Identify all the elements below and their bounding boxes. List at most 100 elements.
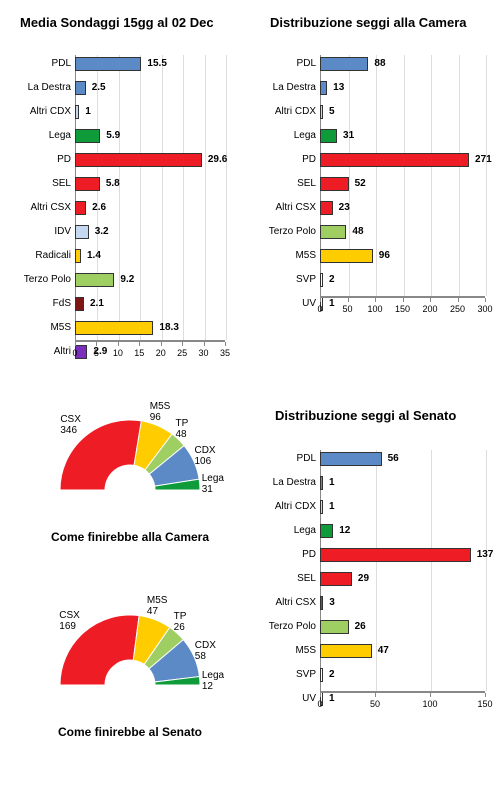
x-axis: 050100150200250300 [320, 297, 485, 298]
axis-tick-label: 200 [422, 304, 437, 314]
gauge-slice-label: Lega31 [202, 473, 224, 495]
bar-row: M5S47 [320, 642, 485, 664]
bar-value: 5.8 [106, 178, 120, 189]
bar-rect [320, 668, 323, 682]
bar-rect [320, 201, 333, 215]
axis-tick-label: 300 [477, 304, 492, 314]
bar-row: SEL29 [320, 570, 485, 592]
bar-row: Altri CDX5 [320, 103, 485, 125]
bar-value: 48 [352, 226, 363, 237]
bar-row: SVP2 [320, 271, 485, 293]
bar-label: Terzo Polo [24, 274, 75, 285]
bar-row: Altri CDX1 [320, 498, 485, 520]
bar-label: M5S [50, 322, 75, 333]
bar-rect [320, 524, 333, 538]
bar-row: La Destra13 [320, 79, 485, 101]
bar-label: Lega [294, 525, 320, 536]
bar-label: SVP [296, 274, 320, 285]
bar-label: La Destra [28, 82, 75, 93]
bar-row: Lega31 [320, 127, 485, 149]
bar-value: 2 [329, 274, 335, 285]
bar-row: Terzo Polo26 [320, 618, 485, 640]
axis-tick-label: 35 [220, 348, 230, 358]
bar-row: PD137 [320, 546, 485, 568]
senato-title: Distribuzione seggi al Senato [275, 408, 456, 423]
bar-label: La Destra [273, 477, 320, 488]
bar-label: Terzo Polo [269, 226, 320, 237]
bar-rect [320, 57, 368, 71]
bar-row: SEL52 [320, 175, 485, 197]
grid-line [226, 55, 227, 340]
axis-tick [375, 693, 376, 697]
bar-label: PD [57, 154, 75, 165]
axis-tick [485, 298, 486, 302]
bar-value: 5 [329, 106, 335, 117]
bar-rect [320, 153, 469, 167]
bar-value: 137 [477, 549, 494, 560]
bar-row: PDL15.5 [75, 55, 225, 77]
bar-label: M5S [295, 645, 320, 656]
gauge-slice-label: CSX346 [60, 414, 81, 436]
bar-value: 2.1 [90, 298, 104, 309]
gauge-slice-label: Lega12 [202, 670, 224, 692]
gauge-senato: CSX169M5S47TP26CDX58Lega12 [30, 590, 230, 740]
axis-tick [320, 298, 321, 302]
gauge-senato-title: Come finirebbe al Senato [30, 725, 230, 739]
bar-label: La Destra [273, 82, 320, 93]
bar-row: Terzo Polo9.2 [75, 271, 225, 293]
bar-label: FdS [53, 298, 75, 309]
camera-bar-chart: PDL88La Destra13Altri CDX5Lega31PD271SEL… [320, 55, 485, 319]
bar-value: 52 [355, 178, 366, 189]
bar-rect [320, 644, 372, 658]
bar-row: Altri CDX1 [75, 103, 225, 125]
bar-value: 5.9 [106, 130, 120, 141]
bar-row: UV1 [320, 690, 485, 712]
bar-row: PDL56 [320, 450, 485, 472]
bar-value: 2 [329, 669, 335, 680]
bar-label: PDL [297, 58, 320, 69]
bar-value: 47 [378, 645, 389, 656]
axis-tick [118, 342, 119, 346]
bar-label: Altri CDX [275, 106, 320, 117]
bar-value: 3.2 [95, 226, 109, 237]
bar-label: PDL [297, 453, 320, 464]
bar-rect [75, 153, 202, 167]
axis-tick [485, 693, 486, 697]
bar-rect [320, 596, 323, 610]
bar-label: PD [302, 549, 320, 560]
bar-rect [320, 273, 323, 287]
bar-value: 26 [355, 621, 366, 632]
bar-value: 2.5 [92, 82, 106, 93]
grid-line [486, 450, 487, 691]
axis-tick-label: 10 [113, 348, 123, 358]
axis-tick [403, 298, 404, 302]
poll-title: Media Sondaggi 15gg al 02 Dec [20, 15, 214, 30]
axis-tick-label: 250 [450, 304, 465, 314]
bar-row: M5S18.3 [75, 319, 225, 341]
bar-value: 9.2 [120, 274, 134, 285]
bar-value: 1 [329, 298, 335, 309]
gauge-slice-label: CSX169 [59, 610, 80, 632]
bar-rect [320, 129, 337, 143]
axis-tick-label: 150 [477, 699, 492, 709]
axis-tick [348, 298, 349, 302]
axis-tick-label: 15 [134, 348, 144, 358]
axis-tick [161, 342, 162, 346]
bar-row: PD271 [320, 151, 485, 173]
bar-row: PD29.6 [75, 151, 225, 173]
x-axis: 050100150 [320, 692, 485, 693]
bar-row: La Destra2.5 [75, 79, 225, 101]
axis-tick [225, 342, 226, 346]
bar-label: Altri CSX [275, 597, 320, 608]
bar-rect [75, 225, 89, 239]
bar-rect [75, 297, 84, 311]
axis-tick-label: 25 [177, 348, 187, 358]
bar-row: FdS2.1 [75, 295, 225, 317]
gauge-slice-label: M5S96 [150, 401, 171, 423]
bar-label: SVP [296, 669, 320, 680]
bar-row: Altri CSX23 [320, 199, 485, 221]
bar-rect [320, 225, 346, 239]
bar-label: IDV [54, 226, 75, 237]
bar-value: 15.5 [147, 58, 166, 69]
axis-tick [320, 693, 321, 697]
